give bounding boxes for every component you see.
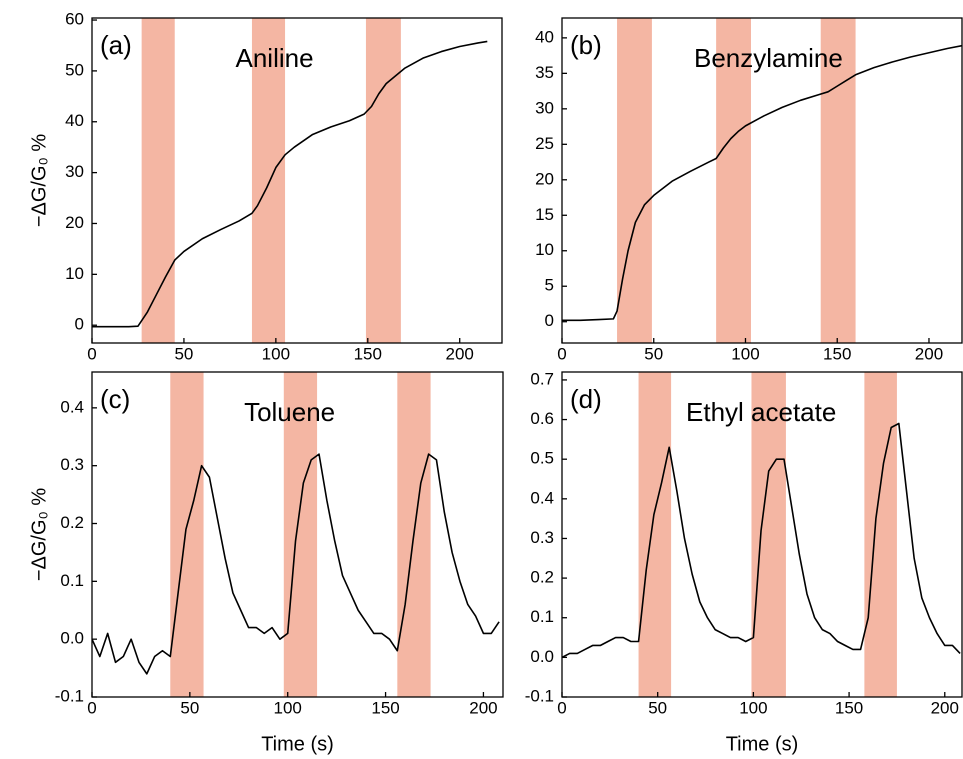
x-tick-label: 100 xyxy=(739,698,767,717)
y-tick-label: 0.6 xyxy=(530,409,554,428)
x-tick-label: 0 xyxy=(87,698,96,717)
shaded-region xyxy=(141,18,175,343)
panel-title: Ethyl acetate xyxy=(686,397,836,427)
y-tick-label: -0.1 xyxy=(525,686,554,705)
y-tick-label: 40 xyxy=(535,27,554,46)
y-tick-label: 0 xyxy=(75,315,84,334)
y-tick-label: 0 xyxy=(545,311,554,330)
x-tick-label: 200 xyxy=(469,698,497,717)
data-line xyxy=(562,44,962,322)
y-tick-label: 0.1 xyxy=(530,607,554,626)
data-line xyxy=(92,40,488,328)
y-tick-label: 0.0 xyxy=(530,647,554,666)
y-tick-label: 10 xyxy=(535,240,554,259)
y-tick-label: 35 xyxy=(535,63,554,82)
shaded-region xyxy=(617,18,652,343)
y-tick-label: 0.4 xyxy=(530,488,554,507)
x-tick-label: 150 xyxy=(354,344,382,363)
x-tick-label: 50 xyxy=(180,698,199,717)
data-line xyxy=(562,422,961,659)
y-tick-label: 10 xyxy=(65,264,84,283)
data-line xyxy=(92,453,500,675)
shaded-region xyxy=(751,372,786,697)
y-tick-label: 0.1 xyxy=(60,571,84,590)
y-tick-label: 0.3 xyxy=(530,528,554,547)
shaded-region xyxy=(365,18,401,343)
y-tick-label: 40 xyxy=(65,111,84,130)
panel-label: (a) xyxy=(100,30,132,60)
y-tick-label: 0.3 xyxy=(60,455,84,474)
x-tick-label: 50 xyxy=(648,698,667,717)
x-tick-label: 200 xyxy=(915,344,943,363)
shaded-region xyxy=(716,18,751,343)
x-tick-label: 200 xyxy=(446,344,474,363)
y-tick-label: 0.5 xyxy=(530,449,554,468)
shaded-region xyxy=(251,18,286,343)
x-tick-label: 150 xyxy=(835,698,863,717)
plot-frame xyxy=(91,371,504,698)
y-tick-label: 20 xyxy=(65,213,84,232)
panel-title: Toluene xyxy=(244,397,335,427)
y-tick-label: 0.2 xyxy=(530,568,554,587)
y-tick-label: 0.4 xyxy=(60,397,84,416)
x-tick-label: 100 xyxy=(274,698,302,717)
plot-frame xyxy=(561,17,963,344)
x-tick-label: 150 xyxy=(371,698,399,717)
y-tick-label: 20 xyxy=(535,169,554,188)
y-tick-label: 30 xyxy=(535,98,554,117)
y-tick-label: 0.7 xyxy=(530,369,554,388)
x-tick-label: 100 xyxy=(731,344,759,363)
plot-frame xyxy=(561,371,963,698)
x-tick-label: 50 xyxy=(644,344,663,363)
x-tick-label: 0 xyxy=(557,344,566,363)
shaded-region xyxy=(638,372,672,697)
y-tick-label: 50 xyxy=(65,60,84,79)
y-tick-label: 30 xyxy=(65,162,84,181)
panel-title: Benzylamine xyxy=(694,43,843,73)
x-tick-label: 100 xyxy=(262,344,290,363)
y-tick-label: 0.0 xyxy=(60,629,84,648)
y-tick-label: 15 xyxy=(535,205,554,224)
panel-title: Aniline xyxy=(236,43,314,73)
shaded-region xyxy=(170,372,204,697)
x-tick-label: 0 xyxy=(87,344,96,363)
panel: 0 50 100 150 200 -0.1 0.0 0.1 0.2 0.3 0.4 (c) Toluen… xyxy=(28,371,504,755)
panel-label: (b) xyxy=(570,30,602,60)
panel: 0 50 100 150 200 0 10 20 30 40 50 60 (a) Aniline −ΔG/G… xyxy=(28,10,503,363)
x-tick-label: 150 xyxy=(823,344,851,363)
shaded-region xyxy=(864,372,897,697)
x-axis-label: Time (s) xyxy=(261,733,334,755)
y-tick-label: 0.2 xyxy=(60,513,84,532)
x-axis-label: Time (s) xyxy=(726,733,799,755)
y-tick-label: 5 xyxy=(545,276,554,295)
y-axis-label: −ΔG/G₀ % xyxy=(28,488,50,582)
plot-frame xyxy=(91,17,503,344)
shaded-region xyxy=(820,18,856,343)
y-tick-label: 25 xyxy=(535,134,554,153)
y-tick-label: -0.1 xyxy=(55,686,84,705)
y-tick-label: 60 xyxy=(65,10,84,29)
panel-label: (c) xyxy=(100,384,130,414)
panel: 0 50 100 150 200 -0.1 0.0 0.1 0.2 0.3 0.4 0.5 0.6 0.7… xyxy=(525,369,963,755)
x-tick-label: 200 xyxy=(931,698,959,717)
x-tick-label: 50 xyxy=(174,344,193,363)
panel-label: (d) xyxy=(570,384,602,414)
panel: 0 50 100 150 200 0 5 10 15 20 25 30 35 40 (b) Benzylami… xyxy=(535,17,963,363)
shaded-region xyxy=(283,372,318,697)
y-axis-label: −ΔG/G₀ % xyxy=(28,134,50,228)
x-tick-label: 0 xyxy=(557,698,566,717)
